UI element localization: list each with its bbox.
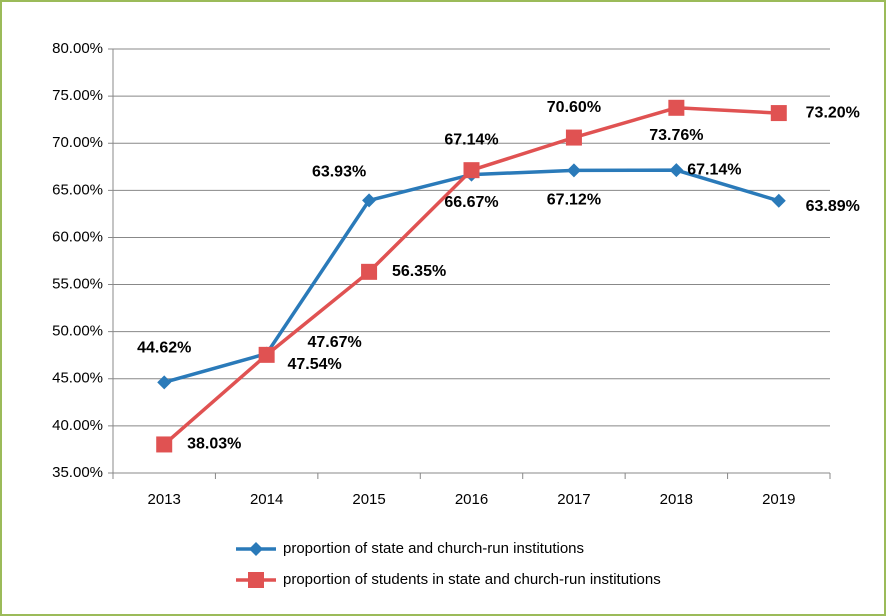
marker	[566, 163, 581, 178]
y-tick-label: 55.00%	[52, 276, 103, 293]
x-tick-label: 2016	[455, 491, 488, 508]
x-tick-label: 2013	[148, 491, 181, 508]
marker	[565, 129, 582, 146]
marker	[156, 436, 173, 453]
data-label: 67.14%	[444, 131, 498, 148]
y-tick-label: 35.00%	[52, 464, 103, 481]
y-tick-label: 80.00%	[52, 40, 103, 57]
marker	[463, 162, 480, 179]
marker	[668, 99, 685, 116]
data-label: 66.67%	[444, 194, 498, 211]
data-label: 44.62%	[137, 340, 191, 357]
x-tick-label: 2014	[250, 491, 283, 508]
data-label: 38.03%	[187, 436, 241, 453]
marker	[771, 193, 786, 208]
data-label: 47.54%	[288, 356, 342, 373]
y-tick-label: 45.00%	[52, 370, 103, 387]
x-tick-label: 2018	[660, 491, 693, 508]
marker	[249, 542, 263, 556]
marker	[770, 105, 787, 122]
data-label: 67.14%	[687, 161, 741, 178]
x-tick-label: 2019	[762, 491, 795, 508]
legend-label: proportion of students in state and chur…	[283, 571, 661, 588]
legend-label: proportion of state and church-run insti…	[283, 540, 584, 557]
marker	[669, 163, 684, 178]
marker	[157, 375, 172, 390]
y-tick-label: 65.00%	[52, 181, 103, 198]
y-tick-label: 40.00%	[52, 417, 103, 434]
data-label: 73.76%	[649, 127, 703, 144]
x-tick-label: 2017	[557, 491, 590, 508]
y-tick-label: 70.00%	[52, 134, 103, 151]
marker	[362, 193, 377, 208]
y-tick-label: 50.00%	[52, 323, 103, 340]
data-label: 63.89%	[806, 198, 860, 215]
data-label: 73.20%	[806, 104, 860, 121]
data-label: 47.67%	[308, 334, 362, 351]
y-tick-label: 75.00%	[52, 87, 103, 104]
marker	[248, 572, 264, 588]
data-label: 67.12%	[547, 192, 601, 209]
data-label: 70.60%	[547, 99, 601, 116]
data-label: 63.93%	[312, 164, 366, 181]
x-tick-label: 2015	[352, 491, 385, 508]
marker	[258, 346, 275, 363]
y-tick-label: 60.00%	[52, 228, 103, 245]
data-label: 56.35%	[392, 263, 446, 280]
marker	[361, 263, 378, 280]
